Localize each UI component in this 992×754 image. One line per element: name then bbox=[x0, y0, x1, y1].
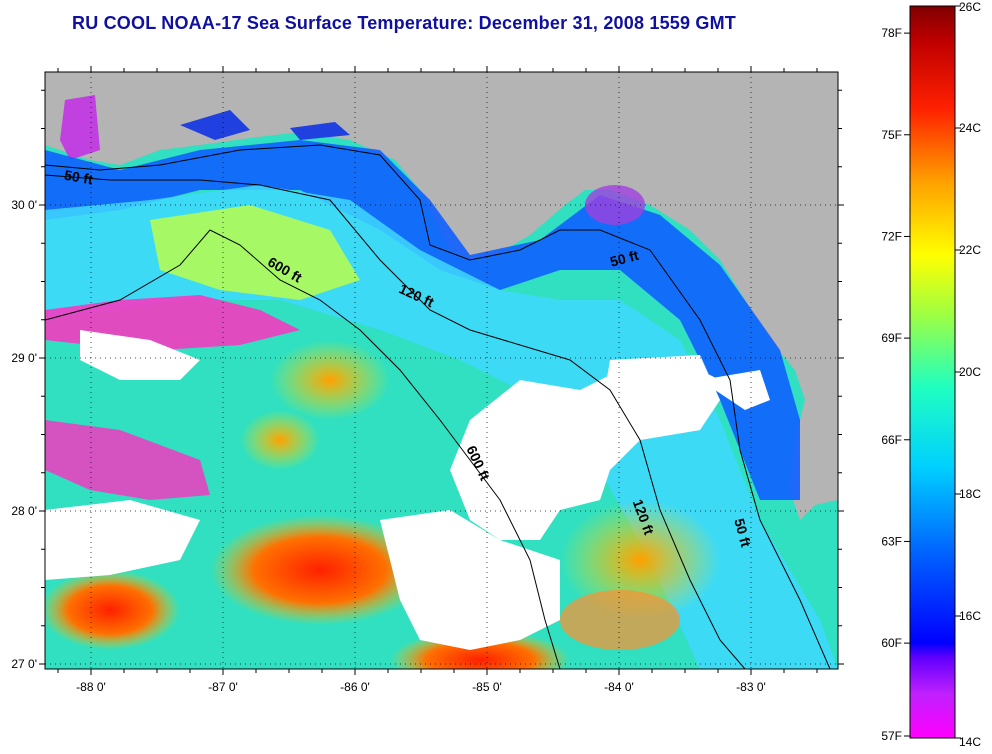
cloud-mask-west bbox=[80, 330, 200, 380]
colorbar-c-label: 14C bbox=[959, 735, 981, 749]
contour-600ft bbox=[45, 229, 561, 669]
graticule bbox=[45, 72, 838, 669]
cloud-mask-sw bbox=[45, 500, 200, 580]
colorbar-f-label: 60F bbox=[881, 636, 902, 650]
bay-water bbox=[180, 110, 250, 140]
land-mass bbox=[45, 72, 838, 520]
lon-tick-label: -87 0' bbox=[208, 680, 238, 694]
contour-120ft bbox=[45, 174, 746, 669]
yellow-patch bbox=[270, 340, 390, 420]
cloud-mask-east bbox=[700, 370, 770, 410]
lat-tick-label: 28 0' bbox=[11, 504, 37, 518]
colorbar: 78F 75F 72F 69F 66F 63F 60F 57F 26C 24C 22C 20C 18C… bbox=[881, 0, 981, 749]
colorbar-c-label: 16C bbox=[959, 609, 981, 623]
yellow-east bbox=[560, 500, 720, 620]
map-plot-area bbox=[45, 72, 838, 669]
colorbar-f-label: 78F bbox=[881, 26, 902, 40]
colorbar-fahrenheit-labels: 78F 75F 72F 69F 66F 63F 60F 57F bbox=[881, 26, 910, 743]
lon-tick-label: -86 0' bbox=[340, 680, 370, 694]
bay-water-east bbox=[290, 122, 350, 140]
cloud-mask-south bbox=[380, 510, 560, 650]
contour-label: 50 ft bbox=[63, 167, 94, 188]
warm-core bbox=[210, 515, 430, 625]
contour-50ft-west bbox=[45, 144, 831, 669]
colorbar-c-label: 20C bbox=[959, 365, 981, 379]
colorbar-c-label: 18C bbox=[959, 487, 981, 501]
cloud-mask-big-bend bbox=[600, 355, 720, 440]
lat-tick-label: 29 0' bbox=[11, 351, 37, 365]
yellow-patch-2 bbox=[240, 410, 320, 470]
magenta-west bbox=[45, 420, 210, 500]
lon-tick-label: -84 0' bbox=[604, 680, 634, 694]
colorbar-f-label: 75F bbox=[881, 128, 902, 142]
offshore-yellow-green bbox=[150, 205, 360, 300]
colorbar-f-label: 57F bbox=[881, 729, 902, 743]
axis-ticks bbox=[39, 66, 844, 675]
colorbar-ramp bbox=[909, 5, 956, 739]
shelf-blue-north bbox=[45, 140, 800, 500]
colorbar-f-label: 69F bbox=[881, 331, 902, 345]
colorbar-c-label: 26C bbox=[959, 0, 981, 14]
colorbar-c-label: 24C bbox=[959, 121, 981, 135]
contour-label: 50 ft bbox=[608, 247, 640, 270]
orange-east bbox=[560, 590, 680, 650]
colorbar-f-label: 72F bbox=[881, 229, 902, 243]
colorbar-celsius-labels: 26C 24C 22C 20C 18C 16C 14C bbox=[955, 0, 981, 749]
axis-tick-labels: -88 0' -87 0' -86 0' -85 0' -84 0' -83 0' 30 0… bbox=[11, 198, 765, 694]
lat-tick-label: 30 0' bbox=[11, 198, 37, 212]
colorbar-f-label: 66F bbox=[881, 433, 902, 447]
lon-tick-label: -85 0' bbox=[472, 680, 502, 694]
lat-tick-label: 27 0' bbox=[11, 657, 37, 671]
contour-label: 50 ft bbox=[731, 517, 754, 549]
colorbar-c-label: 22C bbox=[959, 243, 981, 257]
map-frame bbox=[44, 71, 839, 670]
mobile-bay bbox=[60, 95, 100, 160]
lon-tick-label: -88 0' bbox=[76, 680, 106, 694]
colorbar-f-label: 63F bbox=[881, 534, 902, 548]
map-title: RU COOL NOAA-17 Sea Surface Temperature:… bbox=[72, 13, 736, 33]
warm-core-west bbox=[45, 570, 180, 650]
lon-tick-label: -83 0' bbox=[736, 680, 766, 694]
